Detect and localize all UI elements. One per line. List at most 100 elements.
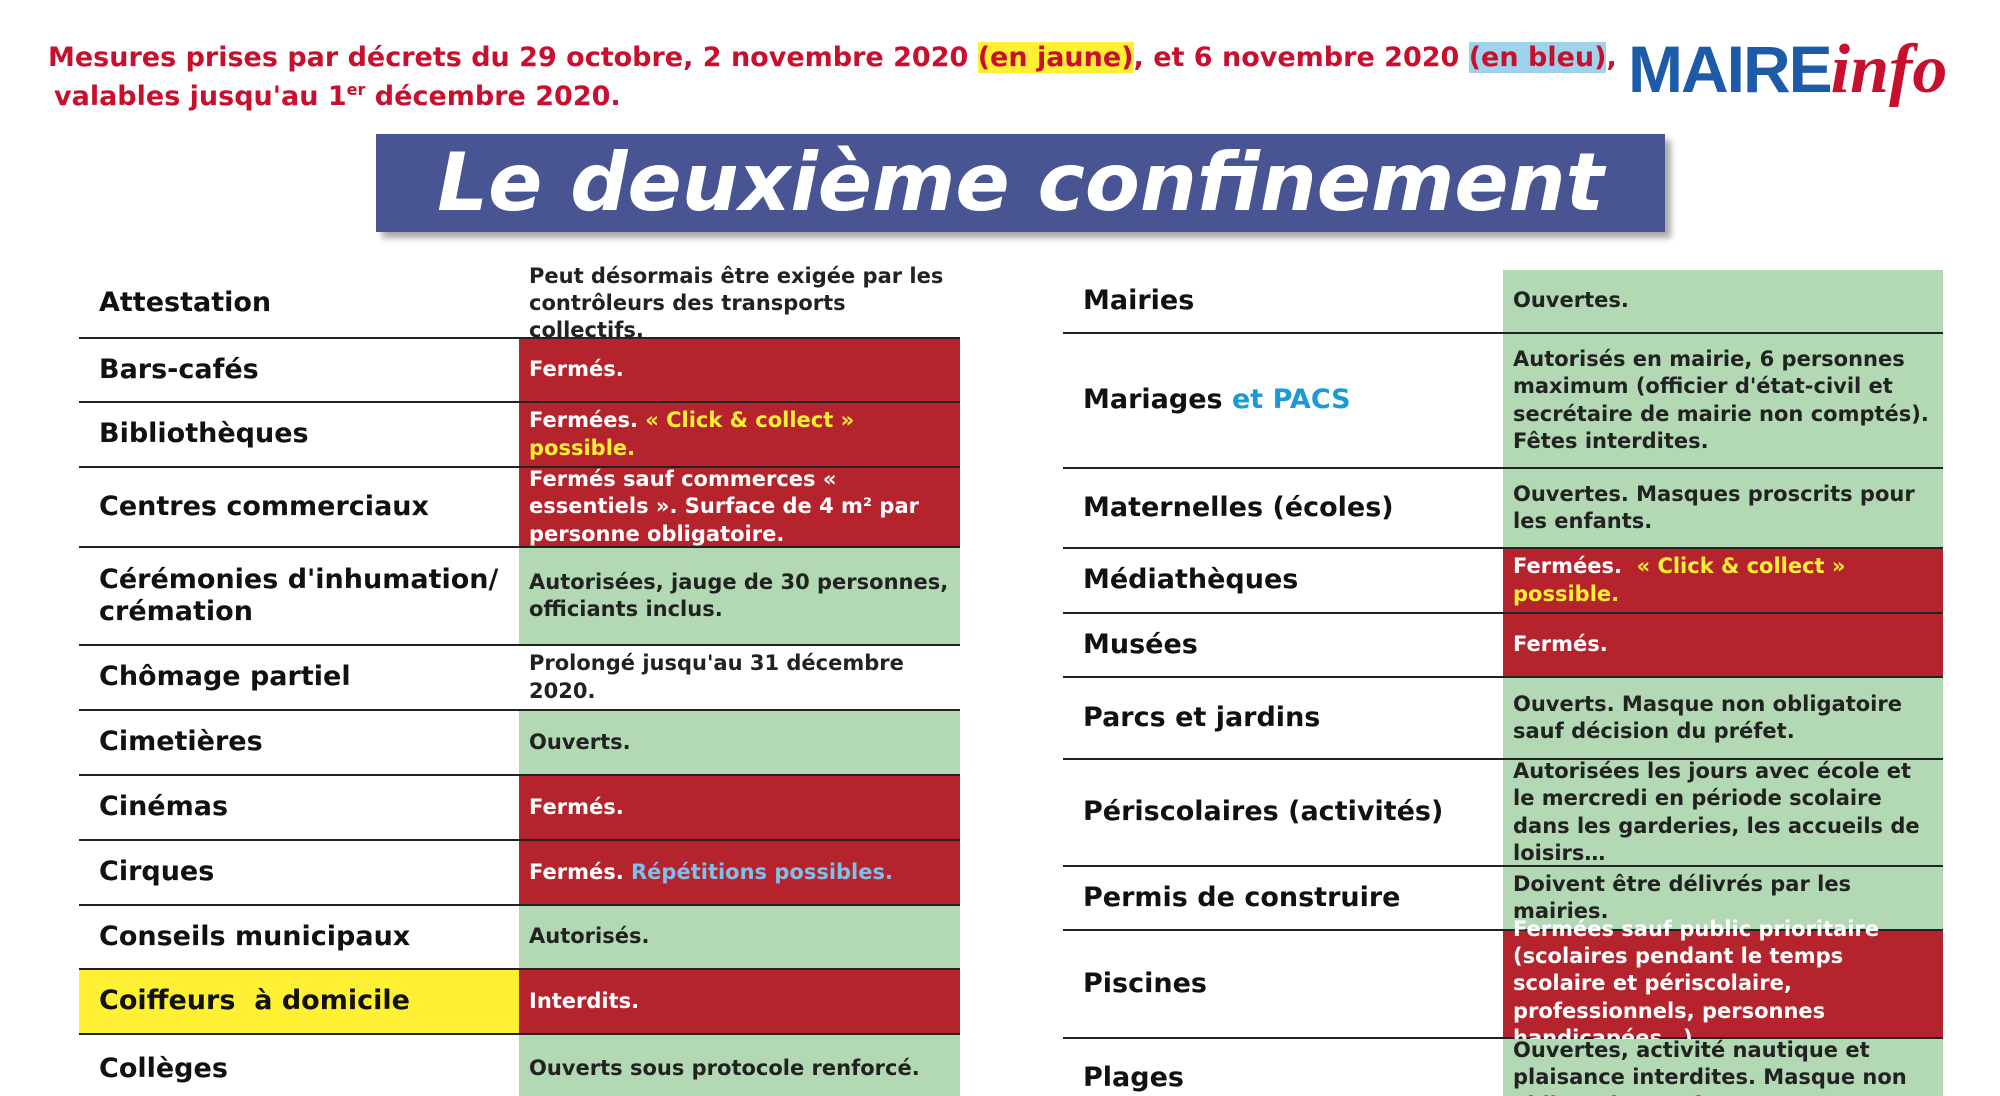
row-label: Piscines <box>1063 931 1503 1037</box>
logo: MAIREinfo <box>1628 30 1947 110</box>
row-label: Parcs et jardins <box>1063 678 1503 758</box>
row-label: Plages <box>1063 1039 1503 1096</box>
row-text: Ouverts. <box>519 711 960 774</box>
label-text: Piscines <box>1083 968 1207 1000</box>
text-segment: Bibliothèques <box>99 418 309 450</box>
text-segment: Ouverts sous protocole renforcé. <box>529 1056 920 1081</box>
cell-text: Fermés. <box>529 356 624 383</box>
label-text: Cérémonies d'inhumation/ crémation <box>99 564 519 629</box>
text-segment: Musées <box>1083 628 1198 660</box>
text-segment: décembre 2020. <box>365 81 621 112</box>
table-row: Plages Ouvertes, activité nautique et pla… <box>1063 1038 1943 1096</box>
cell-text: Fermés sauf commerces « essentiels ». Su… <box>529 466 950 548</box>
header-line: Mesures prises par décrets du 29 octobre… <box>48 42 1617 73</box>
cell-text: Ouverts. <box>529 729 631 756</box>
row-label: Périscolaires (activités) <box>1063 760 1503 865</box>
label-text: Centres commerciaux <box>99 491 429 523</box>
table-row: Coiffeurs à domicile Interdits. <box>79 970 960 1035</box>
text-segment: « Click & collect » possible. <box>529 408 862 460</box>
text-segment: Ouvertes, activité nautique et plaisance… <box>1513 1038 1907 1096</box>
row-text: Prolongé jusqu'au 31 décembre 2020. <box>519 646 960 709</box>
cell-text: Autorisés en mairie, 6 personnes maximum… <box>1513 346 1933 455</box>
text-segment: Mesures prises par décrets du 29 octobre… <box>48 42 978 73</box>
text-segment: er <box>346 80 366 99</box>
text-segment: Piscines <box>1083 967 1207 999</box>
row-label: Médiathèques <box>1063 549 1503 612</box>
text-segment: Maternelles (écoles) <box>1083 491 1394 523</box>
cell-text: Interdits. <box>529 988 639 1015</box>
text-segment: Bars-cafés <box>99 353 259 385</box>
text-segment: Ouverts. <box>529 729 631 754</box>
table-row: Cimetières Ouverts. <box>79 711 960 776</box>
table-row: Parcs et jardins Ouverts. Masque non obli… <box>1063 678 1943 760</box>
row-text: Fermés. <box>519 776 960 839</box>
text-segment: Cérémonies d'inhumation/ crémation <box>99 563 508 627</box>
label-text: Attestation <box>99 287 271 319</box>
row-text: Fermées. « Click & collect » possible. <box>1503 549 1943 612</box>
label-text: Coiffeurs à domicile <box>99 985 410 1017</box>
text-segment: Doivent être délivrés par les mairies. <box>1513 871 1859 923</box>
row-label: Permis de construire <box>1063 867 1503 929</box>
row-text: Ouvertes, activité nautique et plaisance… <box>1503 1038 1943 1096</box>
table-row: Mairies Ouvertes. <box>1063 270 1943 334</box>
row-text: Fermés. <box>519 339 960 401</box>
right-table: Mairies Ouvertes. Mariages et PACS Autorisé… <box>1063 270 1943 1096</box>
text-segment: Attestation <box>99 287 272 319</box>
text-segment: Mairies <box>1083 284 1195 316</box>
row-label: Cimetières <box>79 711 519 774</box>
text-segment: Fermés. <box>529 859 632 884</box>
text-segment: Parcs et jardins <box>1083 701 1321 733</box>
table-row: Maternelles (écoles) Ouvertes. Masques pr… <box>1063 469 1943 549</box>
table-row: Cérémonies d'inhumation/ crémation Autori… <box>79 548 960 646</box>
text-segment: Fermées sauf public prioritaire (scolair… <box>1513 916 1887 1050</box>
text-segment: Conseils municipaux <box>99 920 411 952</box>
text-segment: Répétitions possibles. <box>631 859 893 884</box>
row-text: Doivent être délivrés par les mairies. <box>1503 867 1943 929</box>
label-text: Cirques <box>99 856 214 888</box>
text-segment: Fermés sauf commerces « essentiels ». Su… <box>529 467 927 546</box>
row-text: Ouverts. Masque non obligatoire sauf déc… <box>1503 678 1943 758</box>
title: Le deuxième confinement de A à Z <box>376 134 1665 327</box>
text-segment: Mariages <box>1083 384 1232 416</box>
label-text: Collèges <box>99 1053 228 1085</box>
table-row: Chômage partiel Prolongé jusqu'au 31 déce… <box>79 646 960 711</box>
cell-text: Fermées. « Click & collect » possible. <box>1513 553 1933 608</box>
cell-text: Peut désormais être exigée par les contr… <box>529 263 950 345</box>
row-label: Mairies <box>1063 270 1503 332</box>
label-text: Bibliothèques <box>99 418 309 450</box>
cell-text: Prolongé jusqu'au 31 décembre 2020. <box>529 650 950 705</box>
cell-text: Fermées. « Click & collect » possible. <box>529 407 950 462</box>
row-label: Musées <box>1063 614 1503 676</box>
table-row: Centres commerciaux Fermés sauf commerces… <box>79 466 960 548</box>
text-segment: Fermés. <box>529 794 624 819</box>
text-segment: Interdits. <box>529 988 640 1013</box>
table-row: Cirques Fermés. Répétitions possibles. <box>79 841 960 906</box>
text-segment: « Click & collect » possible. <box>1513 554 1853 606</box>
label-text: Parcs et jardins <box>1083 702 1320 734</box>
label-text: Cimetières <box>99 726 263 758</box>
row-label: Cérémonies d'inhumation/ crémation <box>79 548 519 644</box>
label-text: Maternelles (écoles) <box>1083 492 1394 524</box>
label-text: Musées <box>1083 629 1198 661</box>
text-segment: Autorisées, jauge de 30 personnes, offic… <box>529 569 956 621</box>
text-segment: (en jaune) <box>977 42 1134 73</box>
row-label: Attestation <box>79 270 519 337</box>
row-text: Fermés. <box>1503 614 1943 676</box>
row-text: Fermées. « Click & collect » possible. <box>519 403 960 466</box>
text-segment: Fermées. <box>529 408 646 433</box>
text-segment: Plages <box>1083 1061 1184 1093</box>
label-text: Bars-cafés <box>99 354 259 386</box>
table-row: Bars-cafés Fermés. <box>79 339 960 403</box>
table-row: Cinémas Fermés. <box>79 776 960 841</box>
cell-text: Fermés. Répétitions possibles. <box>529 859 893 886</box>
text-segment: Fermés. <box>529 357 624 382</box>
text-segment: Centres commerciaux <box>99 490 429 522</box>
label-text: Permis de construire <box>1083 882 1401 914</box>
cell-text: Autorisées, jauge de 30 personnes, offic… <box>529 569 950 624</box>
text-segment: Ouvertes. <box>1513 288 1629 313</box>
row-text: Ouverts sous protocole renforcé. <box>519 1035 960 1096</box>
label-text: Médiathèques <box>1083 564 1298 596</box>
logo-main: MAIRE <box>1628 32 1833 106</box>
row-label: Centres commerciaux <box>79 468 519 546</box>
